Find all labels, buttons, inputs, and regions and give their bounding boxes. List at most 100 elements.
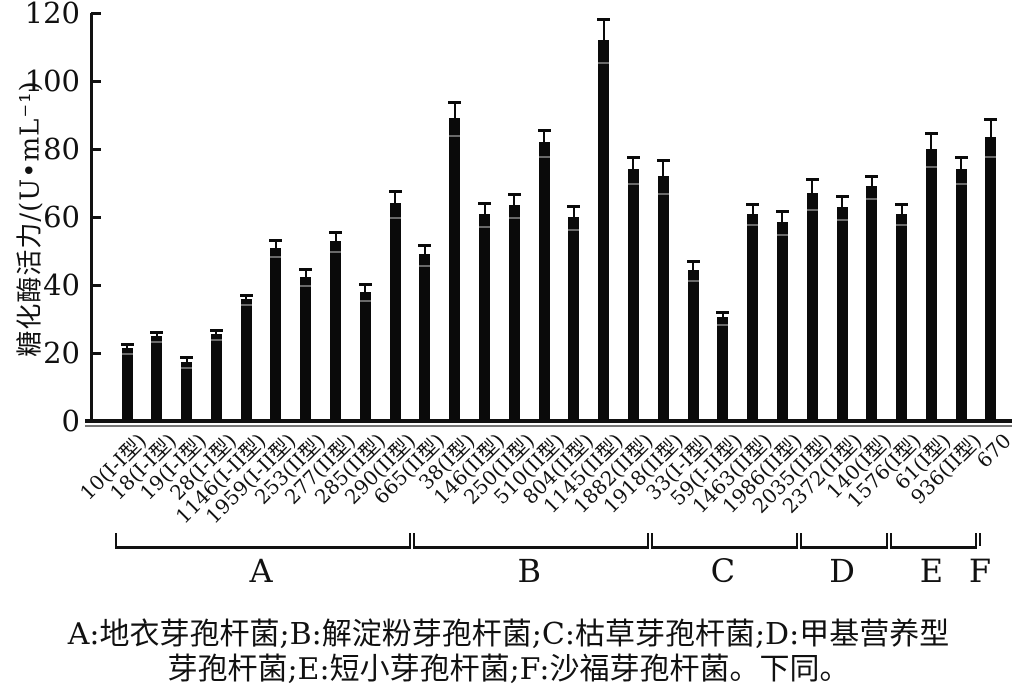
bar [776,222,788,420]
bar [657,176,669,420]
error-bar-cap [626,155,640,159]
error-bar-line [215,329,218,341]
group-bracket [978,533,981,546]
error-bar-lower-cap [300,285,312,287]
error-bar-line [900,203,903,220]
y-axis-tick [91,216,101,219]
error-bar-line [841,194,844,213]
error-bar-lower-cap [985,155,997,158]
error-bar-line [602,18,605,47]
error-bar-line [394,189,397,210]
error-bar-lower-cap [955,183,967,185]
y-tick-label: 20 [43,336,80,370]
error-bar-lower-cap [240,303,252,306]
bar [925,149,937,420]
bar [985,137,997,420]
error-bar-cap [388,189,402,193]
error-bar-lower-cap [389,217,401,219]
bar [240,298,252,420]
error-bar-cap [418,244,432,248]
error-bar-line [126,342,128,354]
bar [479,213,491,420]
error-bar-cap [656,159,670,163]
error-bar-lower-cap [657,193,669,196]
group-bracket [800,533,888,549]
group-label: A [249,552,273,590]
error-bar-line [274,239,277,254]
error-bar-cap [567,205,581,209]
group-bracket [889,533,978,549]
y-axis-tick [91,12,101,15]
error-bar-cap [239,293,253,297]
error-bar-line [751,203,754,220]
bar [330,240,342,420]
error-bar-line [513,193,516,212]
bar [955,169,967,420]
error-bar-cap [537,128,551,132]
error-bar-line [572,205,575,223]
bar [627,169,639,420]
y-tick-label: 120 [24,0,80,30]
error-bar-lower-cap [598,62,610,65]
error-bar-cap [984,118,998,122]
bar [449,118,461,420]
error-bar-lower-cap [896,223,908,226]
error-bar-line [543,128,546,149]
bar [300,276,312,420]
error-bar-cap [597,18,611,22]
bar [181,361,193,420]
bar [717,317,729,420]
group-bracket [651,533,799,549]
error-bar-line [304,268,307,283]
error-bar-line [245,293,248,305]
y-axis-tick [91,148,101,151]
group-label: F [968,552,992,590]
error-bar-cap [865,174,879,178]
group-label: E [919,552,944,590]
bar [598,40,610,420]
error-bar-lower-cap [836,218,848,221]
error-bar-line [483,201,486,220]
y-axis-tick [91,284,101,287]
error-bar-lower-cap [508,217,520,219]
error-bar-lower-cap [627,183,639,185]
bar [419,254,431,420]
error-bar-cap [478,201,492,205]
error-bar-line [781,210,784,229]
x-axis-shadow-line [85,425,1012,427]
error-bar-cap [924,132,938,135]
error-bar-cap [150,330,164,334]
bar [896,213,908,420]
error-bar-lower-cap [687,279,699,282]
group-bracket [412,533,650,549]
y-tick-label: 0 [61,404,80,438]
bar [806,193,818,420]
error-bar-line [989,118,992,144]
error-bar-line [334,230,337,247]
error-bar-line [811,177,814,200]
error-bar-line [185,356,188,368]
error-bar-line [721,310,724,324]
error-bar-cap [805,177,819,181]
error-bar-lower-cap [419,264,431,267]
caption-line-2: 芽孢杆菌;E:短小芽孢杆菌;F:沙福芽孢杆菌。下同。 [167,652,850,687]
error-bar-lower-cap [747,223,759,226]
error-bar-line [632,155,635,176]
error-bar-lower-cap [270,256,282,259]
bar [836,206,848,420]
error-bar-lower-cap [717,324,729,327]
y-tick-label: 100 [24,64,80,98]
error-bar-cap [120,342,134,346]
y-tick-label: 80 [43,132,80,166]
error-bar-lower-cap [210,339,222,342]
bar [151,336,163,420]
y-axis-tick [91,80,101,83]
bar [568,217,580,420]
bar [389,203,401,420]
error-bar-lower-cap [925,166,937,168]
y-tick-label: 60 [43,200,80,234]
error-bar-lower-cap [181,366,193,369]
group-bracket [115,533,412,549]
error-bar-lower-cap [121,353,133,355]
